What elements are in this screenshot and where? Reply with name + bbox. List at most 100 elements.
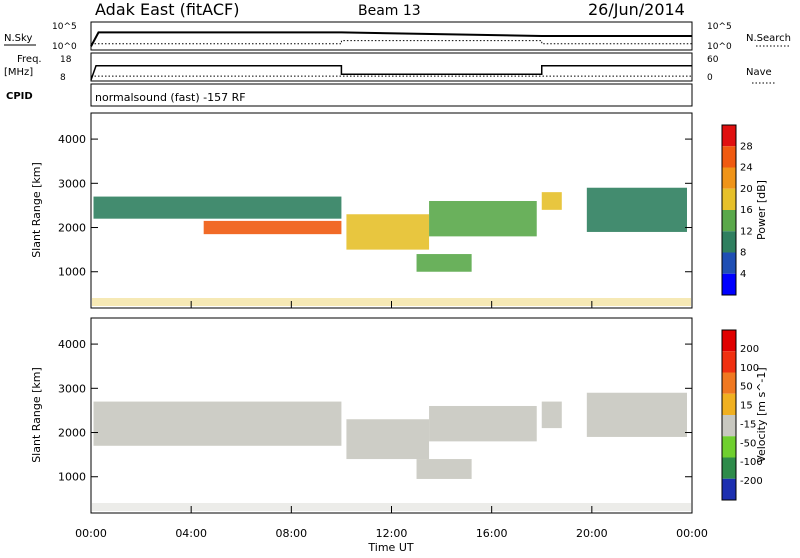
colorbar-swatch [722, 210, 736, 232]
power-panel: 4000 3000 2000 1000 Slant Range [km] 28 24 20… [30, 112, 768, 309]
heatmap-region [429, 405, 537, 442]
time-axis: 00:00 04:00 08:00 12:00 16:00 20:00 00:00 [75, 301, 708, 540]
heatmap-region [541, 401, 562, 429]
y-tick-label: 4000 [58, 338, 86, 351]
cpid-panel: CPID normalsound (fast) -157 RF [6, 83, 693, 107]
colorbar-frame [721, 124, 737, 296]
heatmap-region [346, 419, 430, 460]
freq-series-group [90, 64, 692, 81]
colorbar-swatch [722, 252, 736, 274]
colorbar-tick-label: 16 [740, 205, 753, 216]
nsky-left-tick-bottom: 10^0 [52, 42, 77, 52]
heatmap-region [586, 187, 687, 232]
colorbar-tick-label: 50 [740, 382, 753, 393]
freq-left-tick-bottom: 8 [60, 73, 66, 83]
y-tick-label: 1000 [58, 471, 86, 484]
colorbar-tick-label: -50 [740, 438, 756, 449]
y-tick-label: 3000 [58, 382, 86, 395]
heatmap-region [416, 459, 472, 479]
power-y-axis: 4000 3000 2000 1000 [58, 133, 692, 279]
velocity-colorbar: 200 100 50 15 -15 -50 -100 -200 [721, 329, 763, 501]
heatmap-region [346, 214, 430, 250]
beam-label: Beam 13 [358, 3, 421, 19]
colorbar-tick-label: 24 [740, 163, 753, 174]
colorbar-swatch [722, 125, 736, 147]
nsky-right-tick-bottom: 10^0 [707, 42, 732, 52]
colorbar-swatch [722, 146, 736, 168]
freq-series-line [90, 64, 692, 81]
colorbar-swatch [722, 330, 736, 352]
colorbar-swatch [722, 372, 736, 394]
power-colorbar-label: Power [dB] [755, 180, 768, 240]
heatmap-region [429, 200, 537, 237]
colorbar-swatch [722, 167, 736, 189]
nsky-label: N.Sky [4, 33, 32, 44]
time-tick-label: 16:00 [476, 527, 508, 540]
colorbar-tick-label: 20 [740, 184, 753, 195]
y-tick-label: 2000 [58, 222, 86, 235]
colorbar-swatch [722, 393, 736, 415]
colorbar-swatch [722, 188, 736, 210]
time-tick-label: 12:00 [376, 527, 408, 540]
cpid-frame [90, 83, 693, 107]
heatmap-region [541, 192, 562, 210]
nave-label: Nave [746, 67, 772, 78]
power-colorbar: 28 24 20 16 12 8 4 [721, 124, 753, 296]
colorbar-tick-label: 200 [740, 344, 759, 355]
nsky-panel: N.Sky 10^5 10^0 10^5 10^0 N.Search [4, 21, 791, 52]
colorbar-tick-label: 12 [740, 226, 753, 237]
freq-frame [90, 52, 693, 82]
colorbar-swatch [722, 273, 736, 295]
heatmap-region [203, 220, 342, 235]
cpid-label: CPID [6, 91, 33, 102]
heatmap-region [93, 196, 342, 219]
nsky-series-line [91, 40, 692, 45]
colorbar-swatch [722, 436, 736, 458]
time-tick-label: 00:00 [676, 527, 708, 540]
time-axis-label: Time UT [367, 541, 413, 554]
nsky-left-tick-top: 10^5 [52, 22, 77, 32]
time-tick-label: 04:00 [175, 527, 207, 540]
date-label: 26/Jun/2014 [588, 0, 685, 19]
colorbar-swatch [722, 351, 736, 373]
colorbar-swatch [722, 231, 736, 253]
colorbar-swatch [722, 457, 736, 479]
y-tick-label: 2000 [58, 427, 86, 440]
heatmap-region [93, 401, 342, 446]
y-tick-label: 3000 [58, 177, 86, 190]
nsky-series-line [90, 31, 692, 47]
colorbar-tick-label: -15 [740, 419, 756, 430]
freq-panel: Freq. [MHz] 18 8 60 0 Nave [4, 52, 776, 84]
colorbar-tick-label: 4 [740, 269, 746, 280]
station-title: Adak East (fitACF) [95, 0, 239, 19]
cpid-text: normalsound (fast) -157 RF [95, 91, 246, 104]
heatmap-region [586, 392, 687, 437]
colorbar-tick-label: -200 [740, 476, 763, 487]
time-tick-label: 08:00 [275, 527, 307, 540]
colorbar-tick-label: 8 [740, 248, 746, 259]
colorbar-frame [721, 329, 737, 501]
nsky-series-group [90, 31, 692, 47]
colorbar-swatch [722, 415, 736, 437]
time-tick-label: 00:00 [75, 527, 107, 540]
velocity-y-axis: 4000 3000 2000 1000 [58, 338, 692, 484]
nave-right-tick-top: 60 [707, 55, 719, 65]
freq-label: Freq. [17, 54, 42, 65]
time-tick-label: 20:00 [576, 527, 608, 540]
colorbar-swatch [722, 478, 736, 500]
velocity-colorbar-label: Velocity [m s^-1] [755, 367, 768, 462]
velocity-y-axis-label: Slant Range [km] [30, 367, 43, 463]
colorbar-tick-label: 100 [740, 363, 759, 374]
nsearch-label: N.Search [746, 33, 791, 44]
y-tick-label: 4000 [58, 133, 86, 146]
freq-unit: [MHz] [4, 67, 33, 78]
power-y-axis-label: Slant Range [km] [30, 162, 43, 258]
colorbar-tick-label: 28 [740, 141, 753, 152]
nave-right-tick-bottom: 0 [707, 73, 713, 83]
heatmap-region [416, 254, 472, 272]
colorbar-tick-label: -100 [740, 457, 763, 468]
y-tick-label: 1000 [58, 266, 86, 279]
colorbar-tick-label: 15 [740, 401, 753, 412]
freq-left-tick-top: 18 [60, 55, 72, 65]
